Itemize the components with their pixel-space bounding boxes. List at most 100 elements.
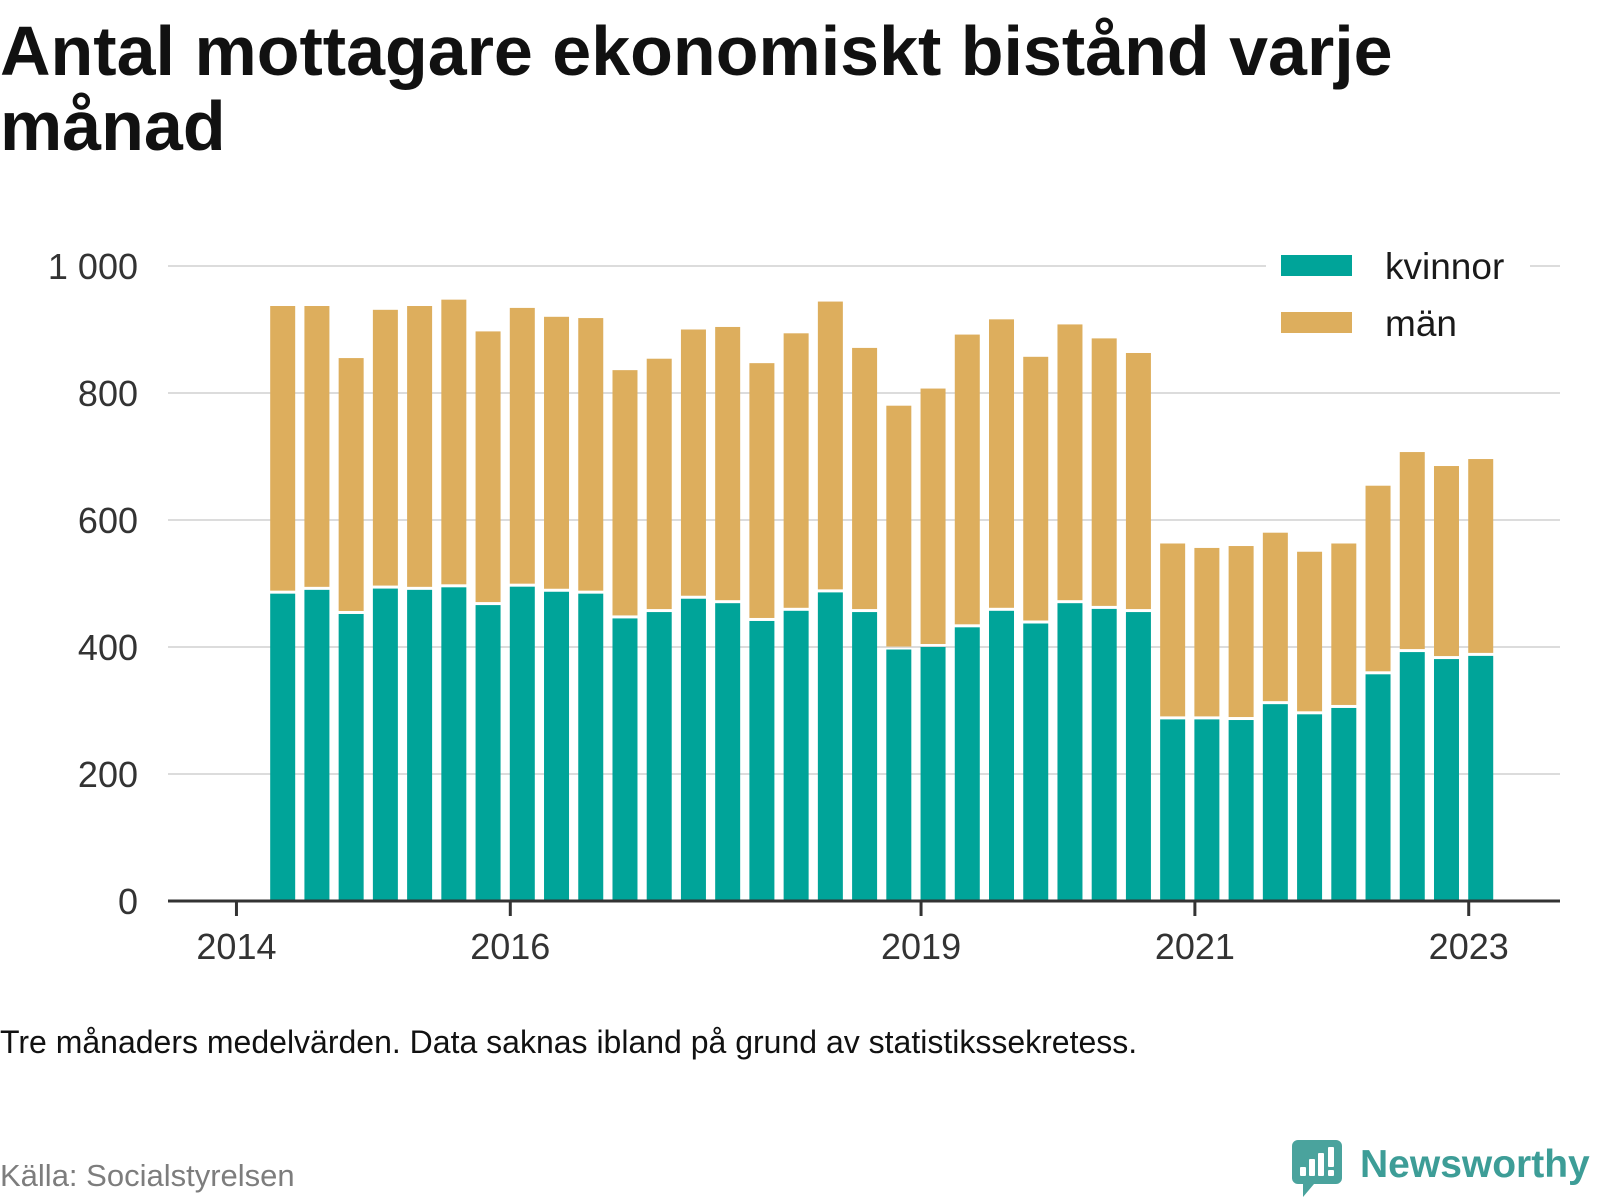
x-tick-label: 2016	[470, 926, 550, 967]
y-axis: 0 200 400 600 800 1 000	[48, 246, 138, 922]
bar-segment-man	[1365, 485, 1391, 672]
bar-segment-kvinnor	[475, 605, 501, 901]
legend-swatch-man	[1281, 312, 1352, 333]
bar-segment-man	[1297, 551, 1323, 712]
bar-segment-kvinnor	[1262, 704, 1288, 901]
bar-segment-man	[578, 318, 604, 591]
source-credit: Källa: Socialstyrelsen	[0, 1158, 295, 1193]
bar-segment-man	[544, 316, 570, 589]
bar-segment-man	[989, 319, 1015, 608]
logo-bar	[1318, 1153, 1324, 1176]
bar-segment-man	[680, 329, 706, 596]
bar-segment-man	[1125, 352, 1151, 610]
bar-segment-kvinnor	[1023, 623, 1049, 901]
bar-segment-man	[920, 388, 946, 644]
bar-segment-man	[612, 370, 638, 616]
bar-segment-man	[817, 301, 843, 590]
x-tick-label: 2019	[881, 926, 961, 967]
bars	[270, 299, 1494, 901]
y-tick-label: 400	[78, 627, 138, 668]
newsworthy-logo-text: Newsworthy	[1360, 1143, 1590, 1186]
y-tick-label: 1 000	[48, 246, 138, 287]
bar-segment-kvinnor	[680, 598, 706, 901]
legend-item-man: män	[1281, 303, 1457, 344]
bar-segment-kvinnor	[1125, 612, 1151, 901]
bar-segment-kvinnor	[989, 610, 1015, 901]
bar-segment-kvinnor	[886, 649, 912, 901]
bar-segment-kvinnor	[1091, 608, 1117, 901]
bar-segment-kvinnor	[612, 618, 638, 901]
logo-exclamation-dot	[1328, 1170, 1334, 1176]
bar-segment-kvinnor	[1194, 719, 1220, 901]
bar-segment-kvinnor	[372, 588, 398, 901]
logo-speech-bubble-shape	[1292, 1140, 1342, 1197]
bar-segment-man	[304, 306, 330, 587]
bar-segment-man	[1468, 459, 1494, 653]
bar-segment-man	[852, 347, 878, 610]
bar-segment-man	[1091, 338, 1117, 606]
logo-exclamation-stem	[1328, 1147, 1334, 1167]
bar-segment-man	[441, 299, 467, 585]
bar-segment-kvinnor	[920, 647, 946, 901]
y-tick-label: 800	[78, 373, 138, 414]
bar-segment-man	[783, 333, 809, 608]
chart-title: Antal mottagare ekonomiskt bistånd varje…	[0, 12, 1393, 165]
bar-segment-kvinnor	[1297, 714, 1323, 901]
x-tick-label: 2014	[196, 926, 276, 967]
bar-segment-man	[372, 309, 398, 586]
bar-segment-kvinnor	[1057, 603, 1083, 901]
bar-segment-kvinnor	[749, 620, 775, 901]
legend-swatch-kvinnor	[1281, 255, 1352, 276]
bar-segment-kvinnor	[544, 591, 570, 901]
bar-segment-man	[749, 363, 775, 618]
x-tick-label: 2021	[1155, 926, 1235, 967]
bar-segment-kvinnor	[407, 589, 433, 901]
bar-segment-man	[1057, 324, 1083, 601]
bar-segment-kvinnor	[783, 610, 809, 901]
logo-bar	[1300, 1167, 1306, 1176]
bar-segment-kvinnor	[646, 612, 672, 901]
legend-item-kvinnor: kvinnor	[1281, 246, 1504, 287]
bar-segment-kvinnor	[1160, 719, 1186, 901]
x-tick-label: 2023	[1429, 926, 1509, 967]
bar-segment-kvinnor	[954, 627, 980, 901]
bar-segment-man	[1331, 543, 1357, 705]
bar-segment-kvinnor	[715, 603, 741, 901]
x-axis: 2014 2016 2019 2021 2023	[168, 899, 1560, 967]
bar-segment-man	[715, 326, 741, 601]
bar-segment-kvinnor	[1433, 659, 1459, 901]
bar-segment-man	[1399, 452, 1425, 650]
bar-segment-man	[1194, 547, 1220, 717]
bar-segment-man	[886, 405, 912, 647]
legend-label-man: män	[1385, 303, 1457, 344]
bar-segment-kvinnor	[1228, 720, 1254, 901]
bar-segment-kvinnor	[1331, 707, 1357, 901]
bar-segment-kvinnor	[304, 589, 330, 901]
legend: kvinnor män	[1266, 236, 1530, 350]
bar-segment-kvinnor	[270, 593, 296, 901]
bar-segment-kvinnor	[852, 612, 878, 901]
bar-segment-man	[407, 306, 433, 587]
bar-segment-kvinnor	[1468, 655, 1494, 901]
bar-segment-man	[509, 307, 535, 584]
bar-segment-man	[646, 358, 672, 610]
bar-segment-kvinnor	[1365, 674, 1391, 901]
bar-segment-man	[1228, 546, 1254, 718]
bar-segment-kvinnor	[338, 613, 364, 901]
bar-segment-man	[1433, 466, 1459, 657]
y-tick-label: 600	[78, 500, 138, 541]
bar-segment-man	[1160, 543, 1186, 717]
bar-segment-man	[270, 306, 296, 591]
chart-note: Tre månaders medelvärden. Data saknas ib…	[0, 1024, 1138, 1060]
y-tick-label: 200	[78, 754, 138, 795]
logo-bar	[1309, 1159, 1315, 1176]
bar-segment-man	[954, 334, 980, 625]
newsworthy-logo-icon	[1292, 1140, 1342, 1197]
bar-segment-man	[475, 331, 501, 603]
bar-segment-kvinnor	[441, 587, 467, 901]
bar-segment-man	[1262, 532, 1288, 702]
legend-label-kvinnor: kvinnor	[1385, 246, 1504, 287]
bar-segment-man	[1023, 356, 1049, 621]
